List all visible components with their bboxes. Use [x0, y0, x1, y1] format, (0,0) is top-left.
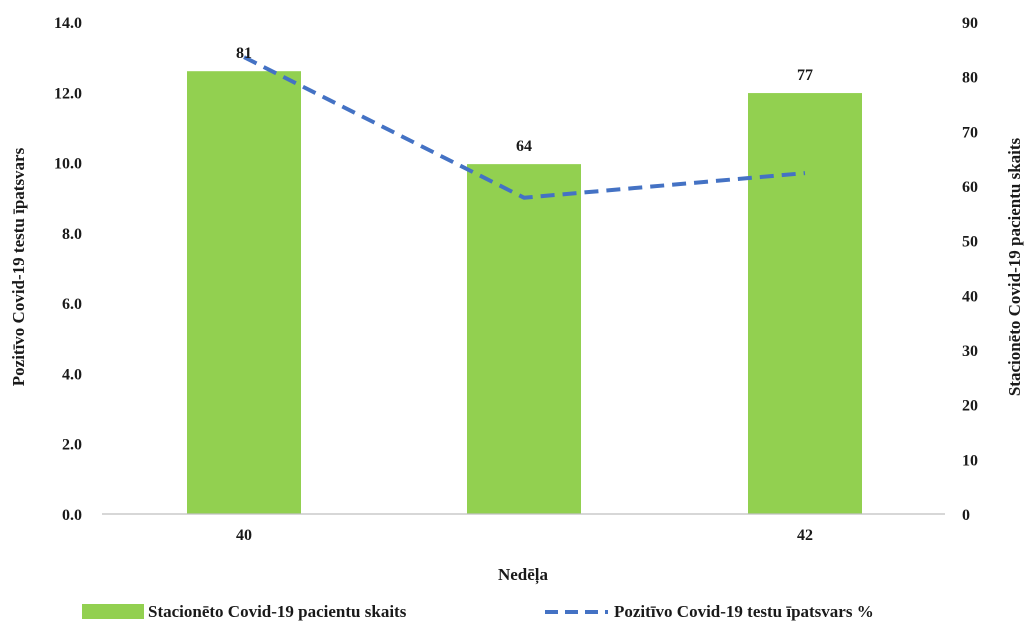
right-tick-label: 60	[962, 179, 978, 196]
left-tick-label: 12.0	[54, 85, 82, 102]
bars-layer	[187, 71, 862, 515]
bar	[748, 93, 862, 515]
right-tick-label: 40	[962, 288, 978, 305]
line-layer	[243, 55, 806, 200]
bar	[187, 71, 301, 514]
bar-data-label: 64	[516, 138, 532, 155]
legend-line-label: Pozitīvo Covid-19 testu īpatsvars %	[614, 602, 874, 621]
right-tick-label: 10	[962, 452, 978, 469]
right-tick-label: 30	[962, 343, 978, 360]
left-axis-title: Pozitīvo Covid-19 testu īpatsvars	[9, 147, 28, 386]
right-axis-title: Stacionēto Covid-19 pacientu skaits	[1005, 137, 1024, 396]
bar-data-label: 77	[797, 67, 813, 84]
bar	[467, 164, 581, 514]
left-tick-label: 10.0	[54, 156, 82, 173]
left-tick-label: 4.0	[62, 366, 82, 383]
legend-bar-swatch	[82, 604, 144, 619]
data-labels: 81 64 77	[236, 45, 813, 155]
right-tick-label: 70	[962, 124, 978, 141]
x-tick-label: 40	[236, 527, 252, 544]
x-tick-label: 42	[797, 527, 813, 544]
right-tick-label: 0	[962, 507, 970, 524]
right-tick-label: 80	[962, 70, 978, 87]
left-tick-label: 0.0	[62, 507, 82, 524]
right-tick-label: 50	[962, 234, 978, 251]
legend-bar-label: Stacionēto Covid-19 pacientu skaits	[148, 602, 407, 621]
left-tick-label: 8.0	[62, 226, 82, 243]
positive-rate-line	[243, 55, 806, 200]
left-tick-label: 6.0	[62, 296, 82, 313]
left-tick-label: 14.0	[54, 15, 82, 32]
left-tick-label: 2.0	[62, 437, 82, 454]
right-tick-label: 20	[962, 398, 978, 415]
x-axis-title: Nedēļa	[498, 565, 549, 585]
right-axis-ticks: 0 10 20 30 40 50 60 70 80 90	[962, 15, 978, 524]
left-axis-ticks: 0.0 2.0 4.0 6.0 8.0 10.0 12.0 14.0	[54, 15, 82, 524]
right-tick-label: 90	[962, 15, 978, 32]
x-axis-ticks: 40 42	[236, 527, 813, 544]
legend: Stacionēto Covid-19 pacientu skaits Pozi…	[82, 602, 874, 621]
bar-data-label: 81	[236, 45, 252, 62]
